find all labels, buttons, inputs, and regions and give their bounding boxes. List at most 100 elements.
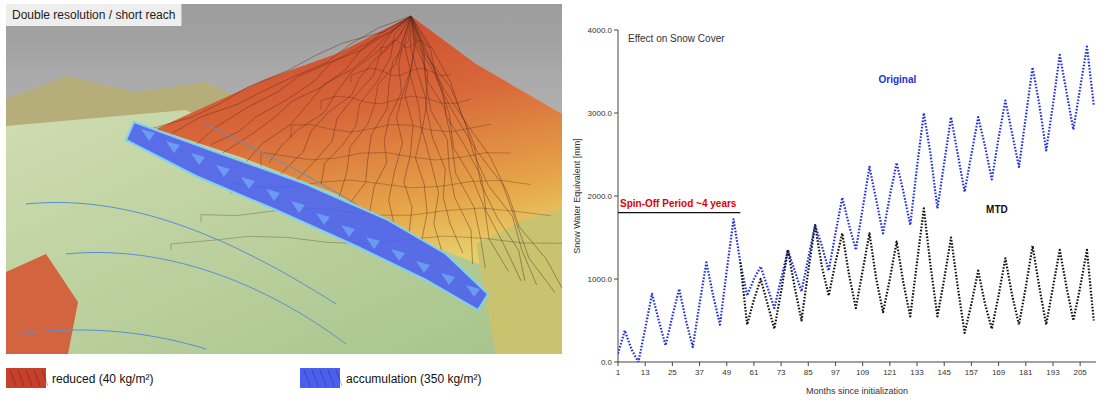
accumulation-patch <box>341 225 355 237</box>
y-tick <box>614 196 618 197</box>
legend-hatch <box>328 370 334 386</box>
accumulation-patch <box>441 273 455 285</box>
x-tick <box>726 362 727 366</box>
x-tick-label: 181 <box>1019 368 1033 377</box>
y-tick <box>614 362 618 363</box>
stream <box>66 252 346 344</box>
ridge-line <box>411 16 509 272</box>
x-axis-title: Months since initialization <box>806 386 908 396</box>
plot-data <box>618 47 1094 362</box>
chart-title: Effect on Snow Cover <box>628 33 725 44</box>
x-tick-label: 145 <box>938 368 952 377</box>
legend-label: accumulation (350 kg/m²) <box>346 372 481 386</box>
accumulation-patch <box>391 249 405 261</box>
ridge-line <box>411 16 443 252</box>
x-tick-label: 157 <box>965 368 979 377</box>
x-tick-label: 25 <box>668 368 677 377</box>
ridge-line <box>411 16 473 264</box>
x-tick <box>889 362 890 366</box>
accumulation-patch <box>416 261 430 273</box>
x-tick <box>808 362 809 366</box>
series-line <box>740 208 1093 333</box>
legend-hatch <box>304 370 310 386</box>
accumulation-patch <box>266 189 280 201</box>
x-tick <box>618 362 619 366</box>
x-tick <box>917 362 918 366</box>
ridge-line <box>404 16 414 232</box>
x-tick <box>699 362 700 366</box>
ridge-line <box>211 16 412 145</box>
contour-line <box>261 152 511 166</box>
x-tick-label: 193 <box>1046 368 1060 377</box>
accumulation-patch <box>216 165 230 177</box>
line-chart: 0.01000.02000.03000.04000.01132537496173… <box>572 26 1096 396</box>
x-tick <box>1052 362 1053 366</box>
x-tick-label: 85 <box>804 368 813 377</box>
y-tick-label: 3000.0 <box>588 109 613 118</box>
x-tick-label: 61 <box>749 368 758 377</box>
ridge-line <box>411 16 521 281</box>
accumulation-band <box>126 122 488 310</box>
x-tick <box>998 362 999 366</box>
accumulation-patch <box>366 237 380 249</box>
legend-hatch <box>18 370 24 386</box>
series-label: MTD <box>986 204 1008 215</box>
x-tick <box>645 362 646 366</box>
x-tick <box>1025 362 1026 366</box>
stream <box>16 330 206 349</box>
terrain-panel: Double resolution / short reach <box>6 4 562 354</box>
x-tick <box>944 362 945 366</box>
y-tick-label: 1000.0 <box>588 275 613 284</box>
panel-title-box <box>6 4 181 26</box>
x-tick <box>1080 362 1081 366</box>
accumulation-patch <box>191 153 205 165</box>
x-tick-label: 73 <box>777 368 786 377</box>
accumulation-patch <box>141 129 155 141</box>
annotation-line <box>618 212 740 213</box>
ridge-line <box>280 16 411 175</box>
legend-hatch <box>336 370 342 386</box>
contour-line <box>381 40 431 54</box>
legend-hatch <box>312 370 318 386</box>
legend-label: reduced (40 kg/m²) <box>52 372 153 386</box>
left-hill <box>6 254 78 354</box>
x-tick-label: 109 <box>856 368 870 377</box>
accumulation-patch <box>291 201 305 213</box>
accumulation-patch <box>316 213 330 225</box>
annotation-text: Spin-Off Period ~4 years <box>620 198 737 209</box>
y-tick <box>614 279 618 280</box>
y-tick-label: 4000.0 <box>588 26 613 35</box>
ridge-line <box>172 16 411 133</box>
x-tick-label: 49 <box>722 368 731 377</box>
legend-hatch <box>42 370 48 386</box>
y-axis-title: Snow Water Equivalent [mm] <box>572 138 582 254</box>
ridge-line <box>411 16 463 253</box>
x-tick <box>862 362 863 366</box>
ridge-line <box>223 16 411 153</box>
panel-title: Double resolution / short reach <box>12 8 175 22</box>
x-tick-label: 97 <box>831 368 840 377</box>
x-axis <box>618 362 1096 363</box>
x-tick <box>835 362 836 366</box>
legend-swatch <box>300 368 340 388</box>
legend-hatch <box>26 370 32 386</box>
y-tick-label: 0.0 <box>601 358 613 367</box>
ridge-line <box>247 16 411 161</box>
y-tick <box>614 30 618 31</box>
contour-line <box>351 68 451 82</box>
x-tick <box>971 362 972 366</box>
legend-hatch <box>320 370 326 386</box>
legend-swatch <box>6 368 46 388</box>
x-tick <box>672 362 673 366</box>
x-tick-label: 1 <box>616 368 621 377</box>
x-tick-label: 169 <box>992 368 1006 377</box>
series-label: Original <box>879 74 917 85</box>
x-tick-label: 13 <box>641 368 650 377</box>
ridge-line <box>269 16 411 163</box>
accumulation-patch <box>241 177 255 189</box>
accumulation-patch <box>466 285 480 297</box>
ridge-line <box>411 16 485 268</box>
series-line <box>618 47 1094 362</box>
figure: Double resolution / short reach reduced (… <box>0 0 1106 404</box>
y-tick-label: 2000.0 <box>588 192 613 201</box>
